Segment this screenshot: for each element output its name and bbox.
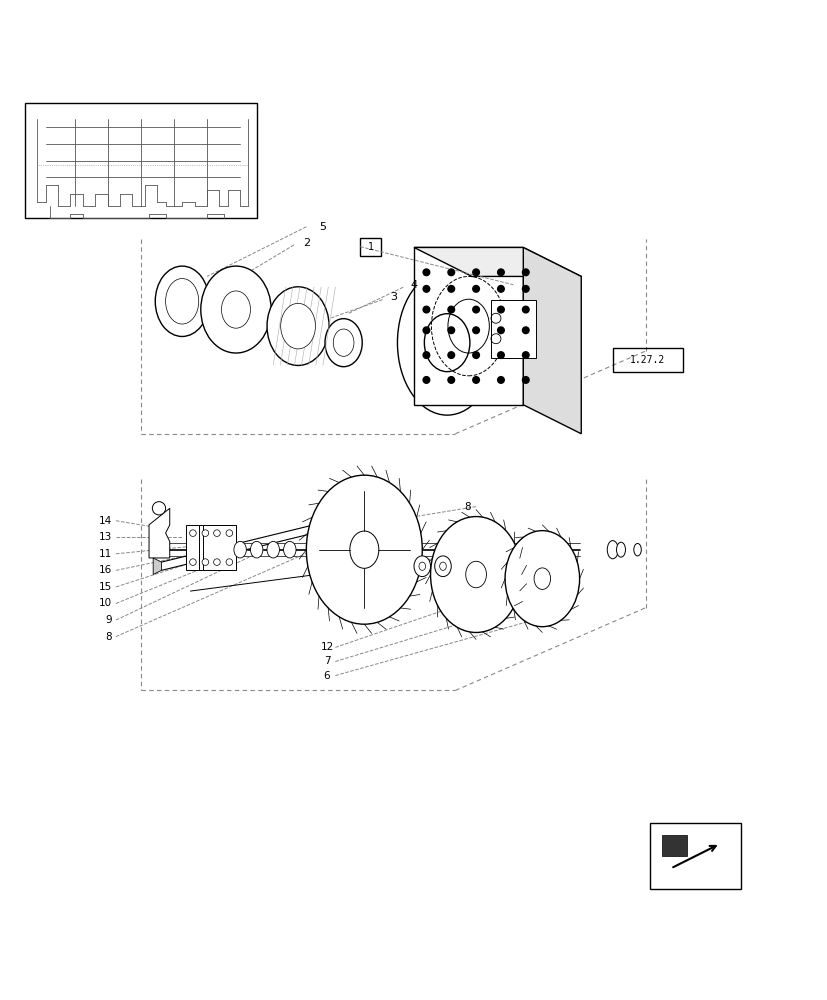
Text: 4: 4: [410, 280, 417, 290]
Text: 1.27.2: 1.27.2: [629, 355, 665, 365]
Ellipse shape: [280, 303, 315, 349]
Ellipse shape: [423, 314, 470, 372]
Polygon shape: [153, 558, 161, 575]
Polygon shape: [414, 247, 581, 276]
Circle shape: [522, 377, 528, 383]
Circle shape: [447, 352, 454, 358]
Ellipse shape: [504, 531, 579, 627]
Circle shape: [423, 327, 429, 334]
Ellipse shape: [397, 270, 496, 415]
Text: 5: 5: [319, 222, 326, 232]
Circle shape: [522, 306, 528, 313]
Circle shape: [213, 559, 220, 565]
Circle shape: [497, 306, 504, 313]
Circle shape: [447, 306, 454, 313]
Circle shape: [447, 377, 454, 383]
Circle shape: [472, 327, 479, 334]
Circle shape: [522, 352, 528, 358]
Ellipse shape: [414, 556, 430, 577]
Ellipse shape: [306, 475, 422, 624]
Bar: [662, 835, 686, 856]
Text: 9: 9: [105, 615, 112, 625]
Ellipse shape: [439, 562, 446, 570]
Ellipse shape: [233, 541, 246, 558]
Ellipse shape: [324, 319, 362, 367]
Bar: [186, 525, 223, 570]
Circle shape: [447, 269, 454, 276]
Text: 11: 11: [98, 549, 112, 559]
Text: 12: 12: [320, 642, 333, 652]
Circle shape: [497, 286, 504, 292]
Polygon shape: [149, 508, 170, 558]
Circle shape: [472, 352, 479, 358]
Bar: [649, 823, 740, 889]
Ellipse shape: [533, 568, 550, 589]
Ellipse shape: [250, 541, 262, 558]
Ellipse shape: [266, 541, 279, 558]
Text: 6: 6: [323, 671, 330, 681]
Circle shape: [472, 286, 479, 292]
Text: 8: 8: [464, 502, 471, 512]
Circle shape: [472, 306, 479, 313]
Ellipse shape: [221, 291, 250, 328]
Circle shape: [189, 530, 196, 536]
Ellipse shape: [633, 543, 641, 556]
Circle shape: [522, 269, 528, 276]
Circle shape: [202, 530, 208, 536]
Circle shape: [472, 377, 479, 383]
Circle shape: [522, 327, 528, 334]
Text: 7: 7: [323, 656, 330, 666]
Ellipse shape: [283, 541, 296, 558]
Bar: [198, 525, 236, 570]
Circle shape: [226, 530, 232, 536]
Text: 13: 13: [98, 532, 112, 542]
Ellipse shape: [332, 329, 354, 356]
Ellipse shape: [434, 556, 451, 577]
Ellipse shape: [418, 562, 425, 570]
Circle shape: [423, 352, 429, 358]
Circle shape: [213, 530, 220, 536]
Circle shape: [202, 559, 208, 565]
Bar: [490, 300, 535, 358]
Ellipse shape: [266, 287, 328, 365]
Text: 2: 2: [303, 238, 309, 248]
Circle shape: [423, 269, 429, 276]
Text: 3: 3: [390, 292, 396, 302]
Bar: [25, 103, 256, 218]
Ellipse shape: [349, 531, 379, 568]
Ellipse shape: [616, 542, 624, 557]
Text: 10: 10: [98, 598, 112, 608]
Circle shape: [472, 269, 479, 276]
Circle shape: [423, 377, 429, 383]
Circle shape: [497, 327, 504, 334]
Bar: [203, 525, 236, 570]
Ellipse shape: [606, 541, 618, 559]
Circle shape: [497, 352, 504, 358]
Ellipse shape: [430, 517, 521, 632]
Bar: [612, 348, 682, 372]
Ellipse shape: [465, 561, 486, 588]
Polygon shape: [523, 247, 581, 434]
Text: 15: 15: [98, 582, 112, 592]
Circle shape: [189, 559, 196, 565]
Text: 8: 8: [105, 632, 112, 642]
Bar: [360, 238, 380, 256]
Ellipse shape: [200, 266, 271, 353]
Text: 16: 16: [98, 565, 112, 575]
Circle shape: [447, 327, 454, 334]
Text: 14: 14: [98, 516, 112, 526]
Circle shape: [423, 306, 429, 313]
Polygon shape: [414, 247, 523, 405]
Circle shape: [497, 269, 504, 276]
Text: 1: 1: [367, 242, 373, 252]
Circle shape: [423, 286, 429, 292]
Circle shape: [447, 286, 454, 292]
Circle shape: [522, 286, 528, 292]
Circle shape: [497, 377, 504, 383]
Circle shape: [152, 502, 165, 515]
Circle shape: [226, 559, 232, 565]
